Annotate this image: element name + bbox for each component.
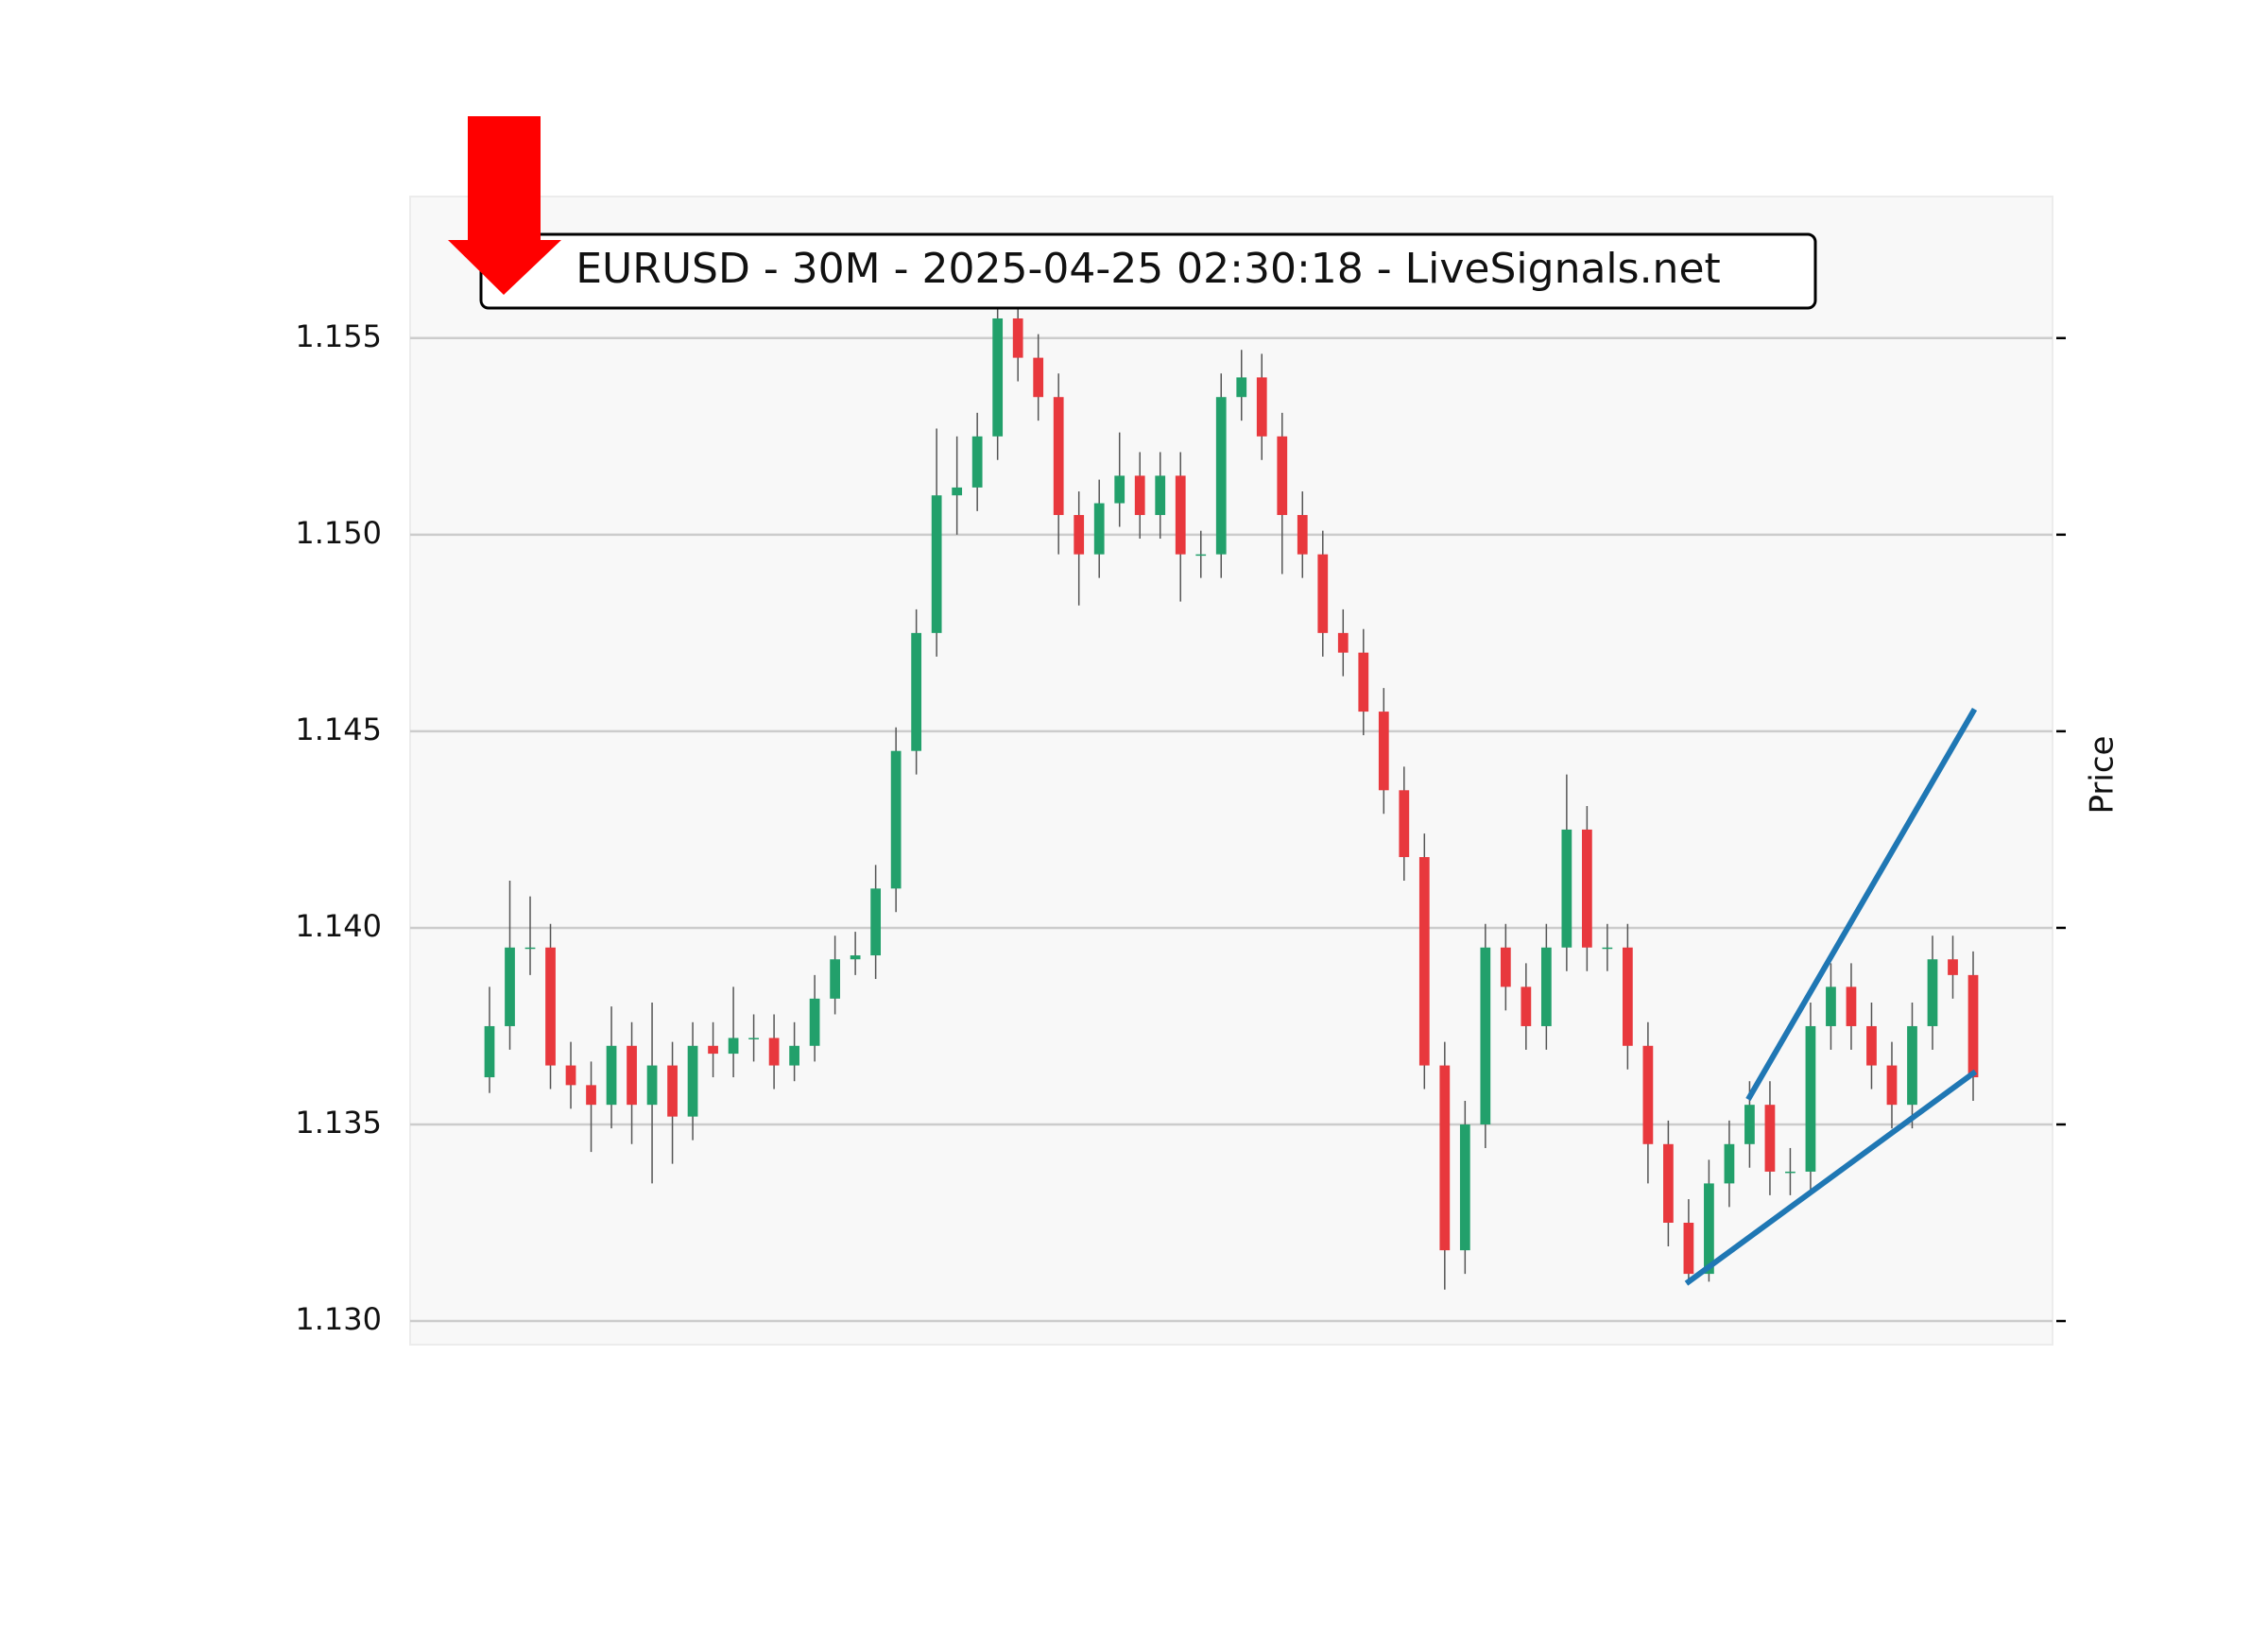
candle-body [1927,959,1938,1026]
candle-body [1683,1223,1694,1275]
candle-body [1033,357,1044,398]
candle-body [586,1085,596,1106]
candle-body [1175,475,1186,555]
candle-body [1114,475,1125,504]
candle-body [1826,987,1836,1026]
candle-body [606,1045,617,1106]
y-tick-label: 1.130 [295,1301,382,1337]
candle-body [1053,397,1064,516]
candle-body [1907,1025,1917,1106]
candle-body [1642,1045,1654,1144]
candle-body [1012,317,1023,358]
candle-body [1480,947,1491,1124]
chart-title: EURUSD - 30M - 2025-04-25 02:30:18 - Liv… [576,245,1721,293]
candle-body [484,1025,495,1078]
candle-body [1663,1143,1674,1224]
candle-body [768,1038,780,1066]
candle-body [667,1065,678,1117]
candle-body [1317,554,1329,633]
sell-arrow [448,116,561,295]
candle-body [1886,1065,1898,1106]
candle-body [505,947,515,1026]
y-axis-label: Price [2084,736,2122,815]
candle-body [1561,829,1572,948]
candle-body [545,947,556,1066]
candle-body [708,1045,718,1055]
candle-body [1500,947,1511,987]
candle-body [1093,503,1105,555]
candle-body [992,317,1004,437]
candle-body [1418,857,1430,1066]
y-tick-label: 1.140 [295,908,382,944]
candle-body [911,632,922,751]
candle-body [1256,377,1267,437]
candle-body [850,955,861,960]
y-tick-label: 1.145 [295,712,382,747]
candle-body [890,750,902,889]
candle-body [1337,632,1349,653]
candle-body [1764,1105,1776,1172]
candle-body [931,495,942,633]
candle-body [687,1045,698,1117]
candle-body [1439,1065,1451,1251]
candle-body [1967,974,1979,1078]
grid: 1.130 1.135 1.140 1.145 1.150 1.155 [295,318,2066,1337]
candle-body [1215,397,1227,555]
candle-body [1785,1171,1796,1174]
candle-body [524,947,536,950]
candle-body [1236,377,1247,398]
candle-body [1399,790,1410,858]
candle-body [1459,1124,1470,1251]
candle-body [1297,515,1308,555]
y-tick-label: 1.150 [295,515,382,551]
candle-body [1521,987,1532,1026]
candle-body [789,1045,799,1066]
candle-body [1378,712,1389,791]
y-tick-label: 1.135 [295,1105,382,1141]
candle-body [1805,1025,1816,1172]
candle-body [971,436,983,488]
candle-body [646,1065,658,1106]
candle-body [1948,959,1958,975]
candle-body [1704,1183,1714,1275]
candle-body [1195,554,1207,557]
candle-body [830,959,840,999]
candle-body [1134,475,1145,516]
candle-body [1074,515,1085,555]
candle-body [627,1045,637,1106]
candle-body [1358,652,1369,712]
candle-body [1602,947,1613,950]
marks [484,279,1979,1290]
candle-body [870,888,882,956]
candle-body [1155,475,1166,516]
plot-area [409,196,2053,1346]
candle-body [565,1065,576,1086]
candle-body [728,1038,739,1055]
candle-body [1846,987,1857,1026]
trend-line [1745,707,1978,1101]
candle-body [809,998,820,1046]
candle-body [1724,1143,1735,1184]
candle-body [1277,436,1288,516]
candle-body [1623,947,1633,1046]
candle-body [1866,1025,1877,1066]
trend-line [1684,1069,1978,1286]
candle-body [1744,1105,1755,1144]
y-tick-label: 1.155 [295,318,382,354]
candle-body [1581,829,1592,948]
candle-body [952,487,963,496]
candle-body [748,1038,759,1039]
candle-body [1540,947,1552,1026]
